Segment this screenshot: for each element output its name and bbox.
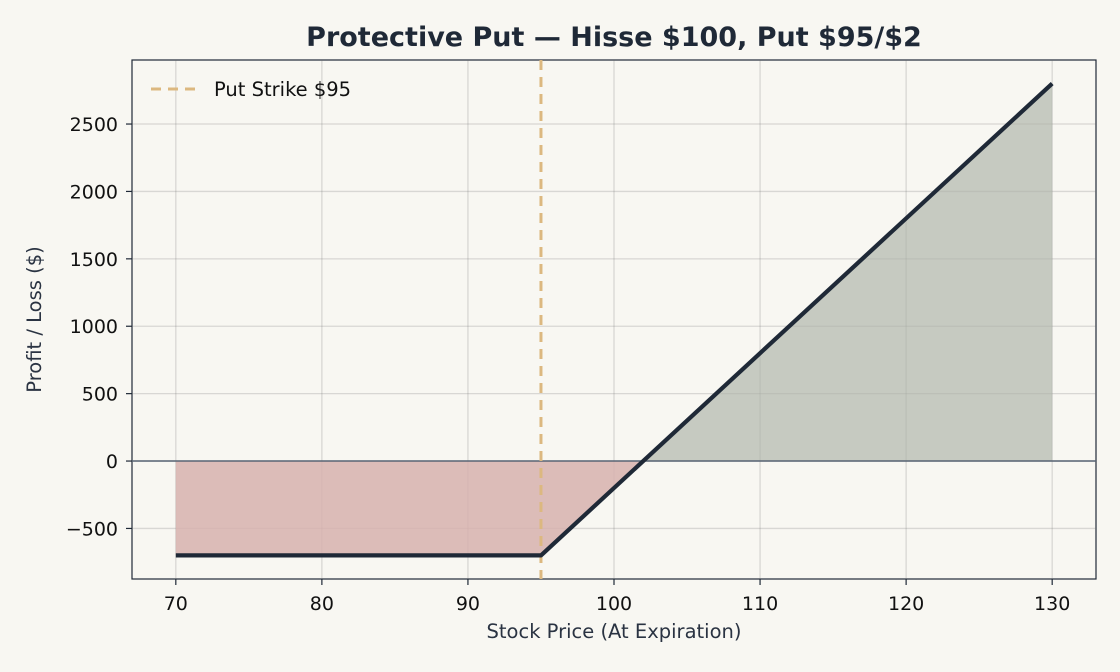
legend-put-strike-label: Put Strike $95 [214, 78, 351, 101]
x-tick-label: 120 [888, 593, 924, 615]
chart-title: Protective Put — Hisse $100, Put $95/$2 [306, 22, 922, 53]
x-tick-label: 90 [456, 593, 480, 615]
x-tick-label: 110 [742, 593, 778, 615]
legend: Put Strike $95 [151, 78, 351, 101]
x-tick-label: 80 [310, 593, 334, 615]
y-tick-label: 2500 [70, 114, 118, 136]
x-tick-label: 130 [1034, 593, 1070, 615]
y-axis-ticks: −500 0 500 1000 1500 2000 2500 [66, 114, 132, 540]
plot-area [131, 59, 1097, 580]
y-tick-label: 2000 [70, 181, 118, 203]
series-layer [175, 82, 1054, 558]
y-tick-label: 1500 [70, 249, 118, 271]
y-tick-label: −500 [66, 518, 118, 540]
x-axis-ticks: 70 80 90 100 110 120 130 [164, 579, 1070, 615]
y-tick-label: 500 [82, 384, 118, 406]
x-axis-label: Stock Price (At Expiration) [487, 620, 742, 643]
y-axis-label: Profit / Loss ($) [23, 246, 46, 392]
x-tick-label: 70 [164, 593, 188, 615]
y-tick-label: 0 [106, 451, 118, 473]
profit-loss-line [175, 82, 1054, 558]
x-tick-label: 100 [596, 593, 632, 615]
y-tick-label: 1000 [70, 316, 118, 338]
loss-area [175, 461, 644, 556]
